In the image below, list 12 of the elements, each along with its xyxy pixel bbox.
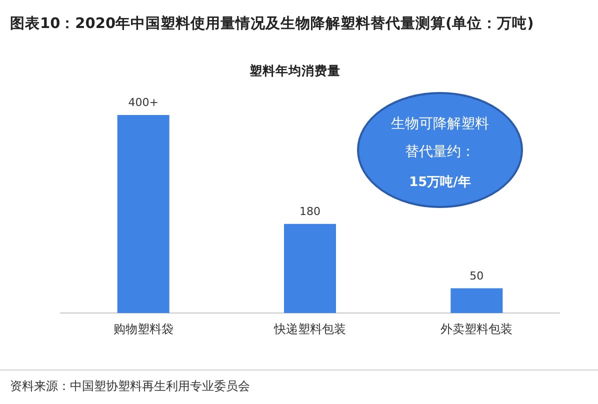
chart-subtitle: 塑料年均消费量 (248, 63, 340, 78)
x-tick-label: 购物塑料袋 (113, 322, 174, 336)
chart-title: 图表10：2020年中国塑料使用量情况及生物降解塑料替代量测算(单位：万吨) (10, 14, 534, 32)
x-tick-label: 外卖塑料包装 (440, 322, 513, 336)
data-label: 50 (470, 269, 484, 282)
text: 资料来源：中国塑协塑料再生利用专业委员会 (10, 379, 250, 393)
annotation: 生物可降解塑料 (391, 116, 489, 132)
data-label: 180 (300, 204, 320, 218)
x-tick-label: 快递塑料包装 (273, 322, 346, 336)
annotation: 15万吨/年 (409, 175, 471, 190)
data-label: 400+ (128, 96, 158, 109)
annotation: 替代量约： (405, 144, 475, 160)
